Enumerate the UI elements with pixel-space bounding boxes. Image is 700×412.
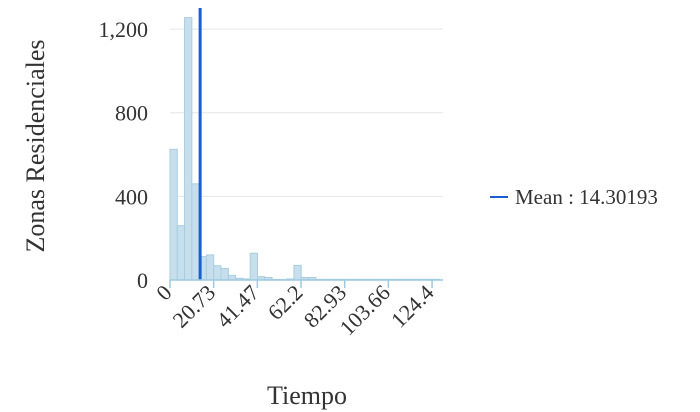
x-tick-label: 20.73 [168, 280, 221, 333]
histogram-bars [169, 17, 441, 281]
histogram-bar [293, 264, 302, 281]
histogram-bar [213, 265, 222, 281]
y-tick-label: 400 [115, 184, 148, 209]
histogram-bar [184, 17, 193, 281]
histogram-bar [169, 148, 178, 281]
y-axis-title: Zonas Residenciales [21, 40, 50, 253]
grid-lines [170, 28, 443, 197]
histogram-bar [205, 254, 215, 281]
histogram-bar [191, 183, 200, 281]
legend-mean-label: Mean : 14.30193 [515, 185, 658, 209]
y-tick-label: 800 [115, 101, 148, 126]
x-tick-label: 41.47 [211, 280, 264, 333]
y-tick-labels: 0 400 800 1,200 [99, 17, 149, 293]
y-tick-label: 0 [137, 268, 148, 293]
histogram-bar [249, 252, 258, 281]
x-tick-label: 0 [151, 280, 176, 305]
legend: Mean : 14.30193 [490, 185, 658, 209]
x-tick-label: 103.66 [334, 280, 394, 340]
y-tick-label: 1,200 [99, 17, 149, 42]
x-axis-title: Tiempo [267, 381, 347, 410]
x-axis [169, 279, 443, 288]
x-tick-label: 124.4 [386, 280, 439, 333]
histogram-bar [220, 268, 229, 281]
histogram-bar [176, 225, 186, 281]
